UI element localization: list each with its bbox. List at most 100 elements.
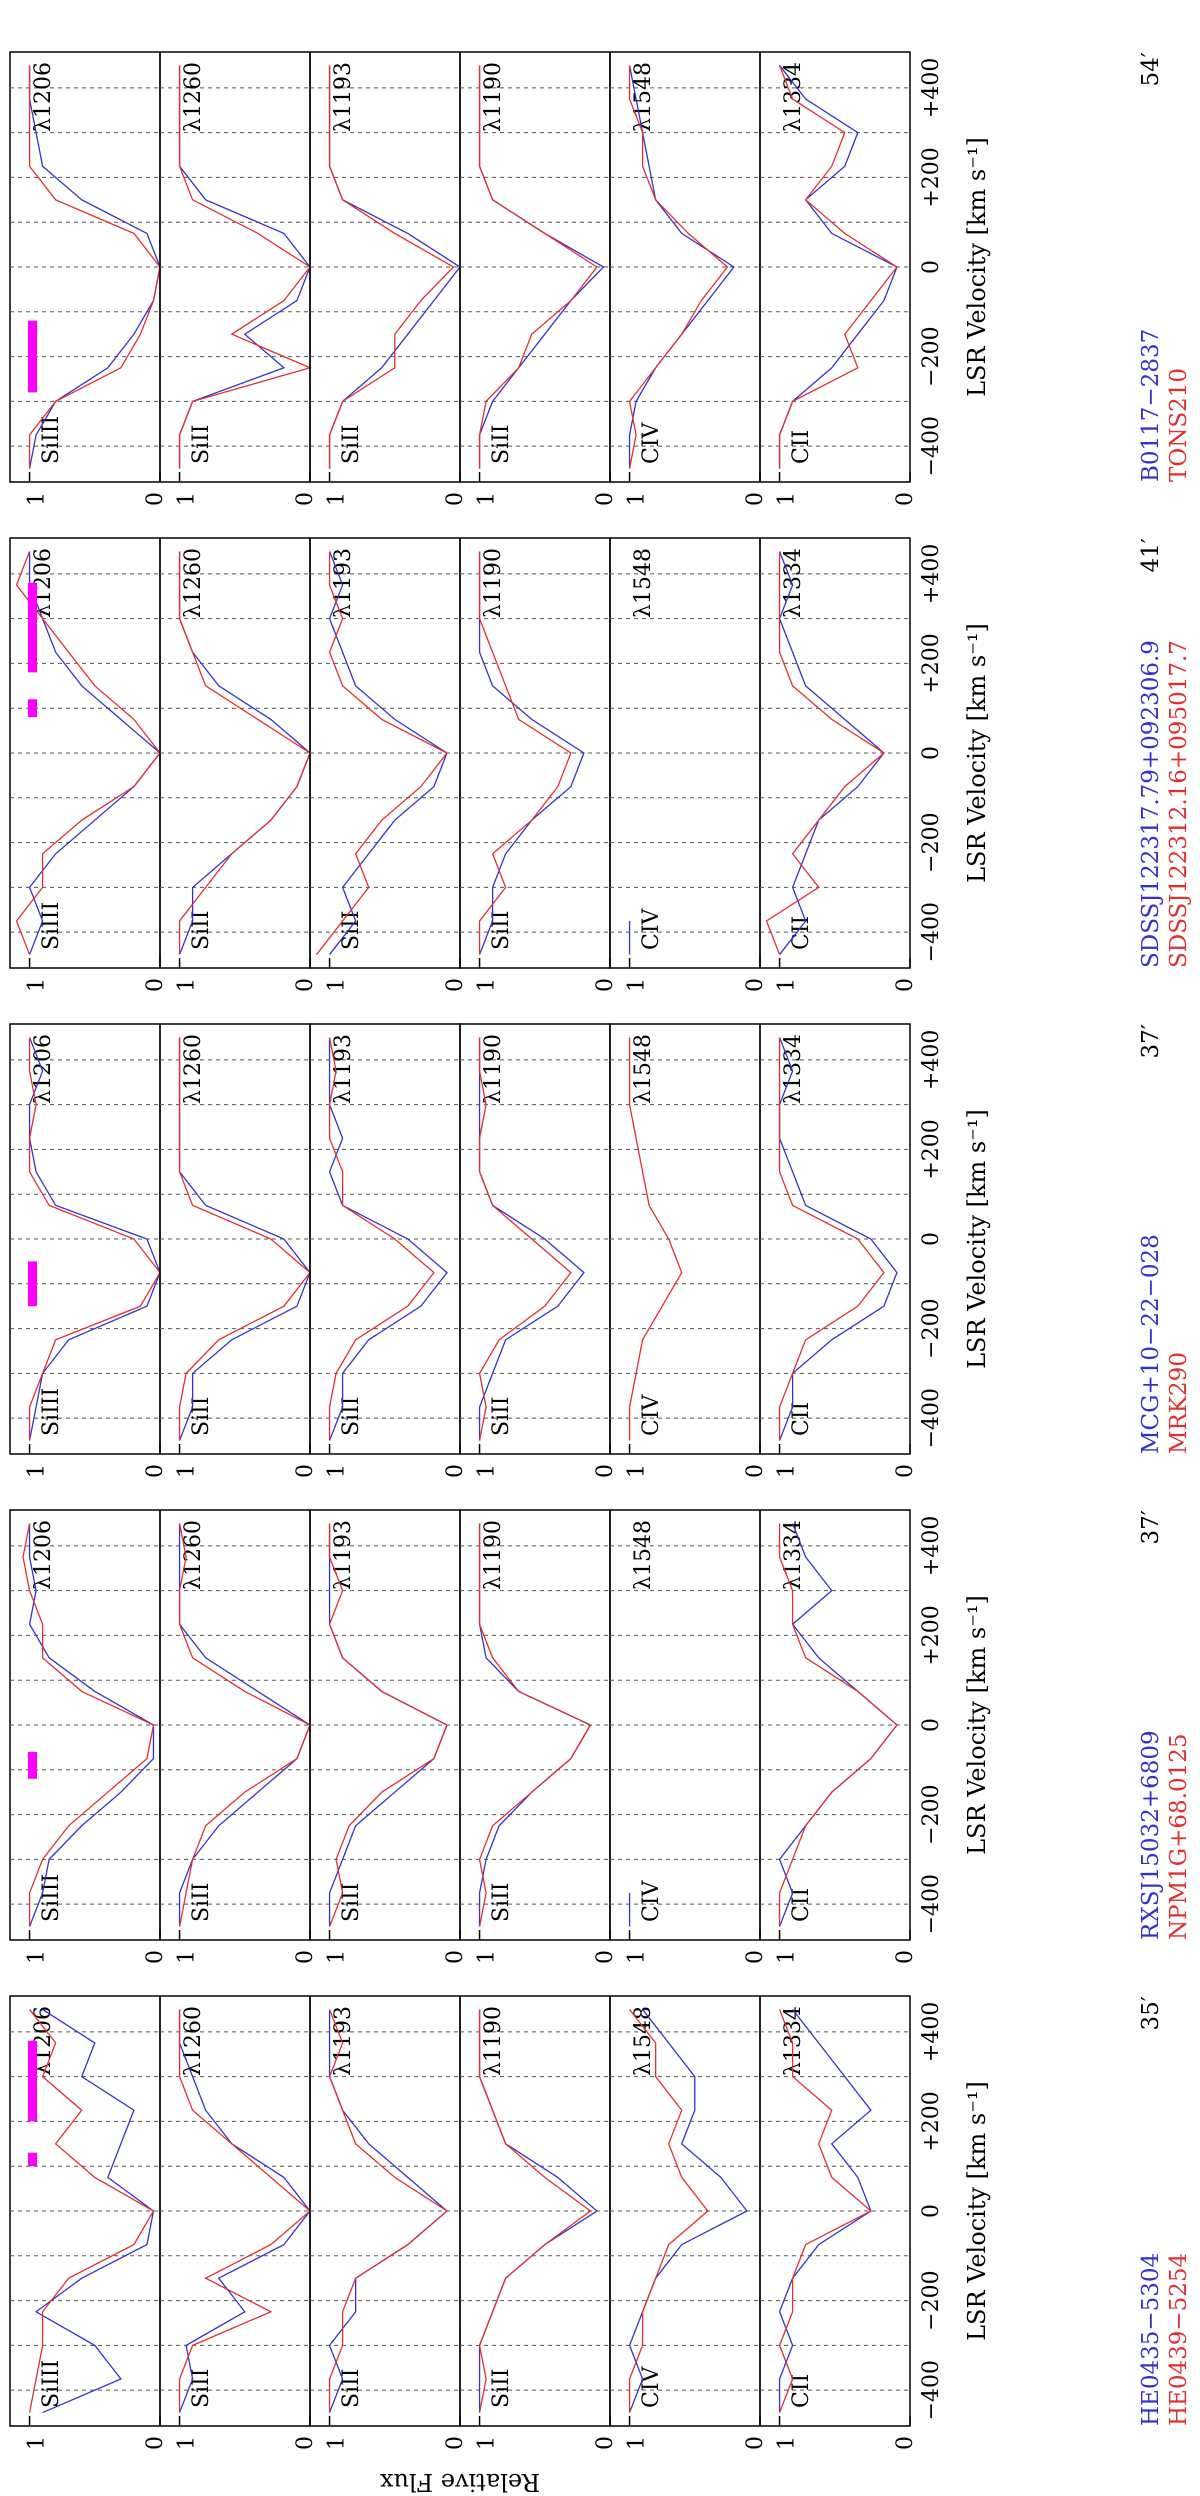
y-tick-label: 1 [775,978,800,992]
x-tick-label: 0 [919,1232,944,1246]
y-tick-label: 1 [175,1950,200,1964]
x-tick-label: +400 [919,1030,944,1090]
line-label: λ1260 [181,1034,206,1104]
legend-name: RXSJ15032+6809 [1138,1730,1164,1940]
spectrum-line [628,2009,709,2413]
y-tick-label: 1 [325,1464,350,1478]
y-tick-label: 0 [443,1464,468,1478]
spectrum-line [778,65,898,469]
x-tick-label: 0 [919,2204,944,2218]
separation-label: 54′ [1138,52,1164,87]
x-tick-label: +200 [919,147,944,207]
x-tick-label: −400 [919,416,944,476]
species-label: CII [789,2374,814,2408]
species-label: SiII [189,2369,214,2409]
species-label: SiIII [39,1388,64,1436]
legend-name: B0117−2837 [1138,329,1164,482]
line-label: λ1206 [31,1520,56,1590]
x-tick-label: −400 [919,2360,944,2420]
species-label: SiII [489,425,514,465]
spectrum-line [316,551,448,955]
y-tick-label: 0 [293,2436,318,2450]
y-tick-label: 0 [443,492,468,506]
spectrum-line [478,2009,592,2413]
y-tick-label: 1 [775,1464,800,1478]
y-tick-label: 1 [175,978,200,992]
separation-label: 41′ [1138,538,1164,573]
y-tick-label: 0 [743,492,768,506]
x-tick-label: +400 [919,544,944,604]
y-tick-label: 0 [143,492,168,506]
velocity-band [28,2152,37,2167]
y-tick-label: 1 [25,492,50,506]
velocity-band [28,699,37,718]
velocity-band [28,320,37,393]
legend-name: NPM1G+68.0125 [1166,1733,1192,1940]
y-tick-label: 1 [25,1950,50,1964]
velocity-band [28,2040,37,2122]
spectrum-line [478,1037,572,1441]
velocity-band [28,1261,37,1307]
spectrum-line [28,2009,155,2413]
y-tick-label: 0 [293,978,318,992]
y-tick-label: 1 [325,2436,350,2450]
x-tick-label: −400 [919,1874,944,1934]
velocity-band [28,582,37,673]
y-tick-label: 0 [593,492,618,506]
species-label: SiIII [39,2360,64,2408]
line-label: λ1548 [631,1520,656,1590]
y-tick-label: 0 [143,1464,168,1478]
spectrum-line [778,2009,873,2413]
species-label: CII [789,430,814,464]
x-tick-label: +200 [919,1605,944,1665]
y-tick-label: 1 [475,1464,500,1478]
species-label: CII [789,1888,814,1922]
y-tick-label: 1 [625,1950,650,1964]
y-tick-label: 0 [893,978,918,992]
x-tick-label: −200 [919,1784,944,1844]
y-tick-label: 1 [475,1950,500,1964]
line-label: λ1260 [181,1520,206,1590]
y-tick-label: 1 [475,2436,500,2450]
line-label: λ1260 [181,2006,206,2076]
species-label: SiII [489,2369,514,2409]
line-label: λ1193 [331,62,356,132]
y-tick-label: 1 [775,1950,800,1964]
y-tick-label: 0 [893,492,918,506]
legend-name: SDSSJ122312.16+095017.7 [1166,640,1192,968]
y-tick-label: 0 [443,1950,468,1964]
spectrum-line [178,1037,311,1441]
x-tick-label: 0 [919,260,944,274]
separation-label: 37′ [1138,1024,1164,1059]
y-tick-label: 0 [893,1950,918,1964]
legend-name: HE0435−5304 [1138,2253,1164,2426]
line-label: λ1334 [781,1034,806,1104]
line-label: λ1548 [631,548,656,618]
x-tick-label: +400 [919,1516,944,1576]
y-tick-label: 0 [893,2436,918,2450]
line-label: λ1334 [781,1520,806,1590]
y-tick-label: 1 [25,978,50,992]
species-label: SiIII [39,1874,64,1922]
x-axis-label: LSR Velocity [km s⁻¹] [963,137,991,397]
line-label: λ1548 [631,1034,656,1104]
x-tick-label: −400 [919,1388,944,1448]
species-label: CIV [639,2365,664,2408]
spectrum-line [628,2009,748,2413]
separation-label: 35′ [1138,1996,1164,2031]
rotated-figure: 01SiIIIλ120601SiIIλ126001SiIIλ119301SiII… [9,51,1192,2496]
y-tick-label: 1 [475,492,500,506]
y-tick-label: 1 [325,1950,350,1964]
spectrum-line [478,551,572,955]
y-tick-label: 0 [143,1950,168,1964]
spectrum-line [328,65,455,469]
y-tick-label: 0 [143,978,168,992]
legend-name: SDSSJ122317.79+092306.9 [1138,640,1164,968]
y-tick-label: 1 [625,2436,650,2450]
species-label: SiII [489,1883,514,1923]
y-tick-label: 0 [443,2436,468,2450]
x-axis-label: LSR Velocity [km s⁻¹] [963,1595,991,1855]
line-label: λ1334 [781,2006,806,2076]
x-tick-label: +400 [919,58,944,118]
